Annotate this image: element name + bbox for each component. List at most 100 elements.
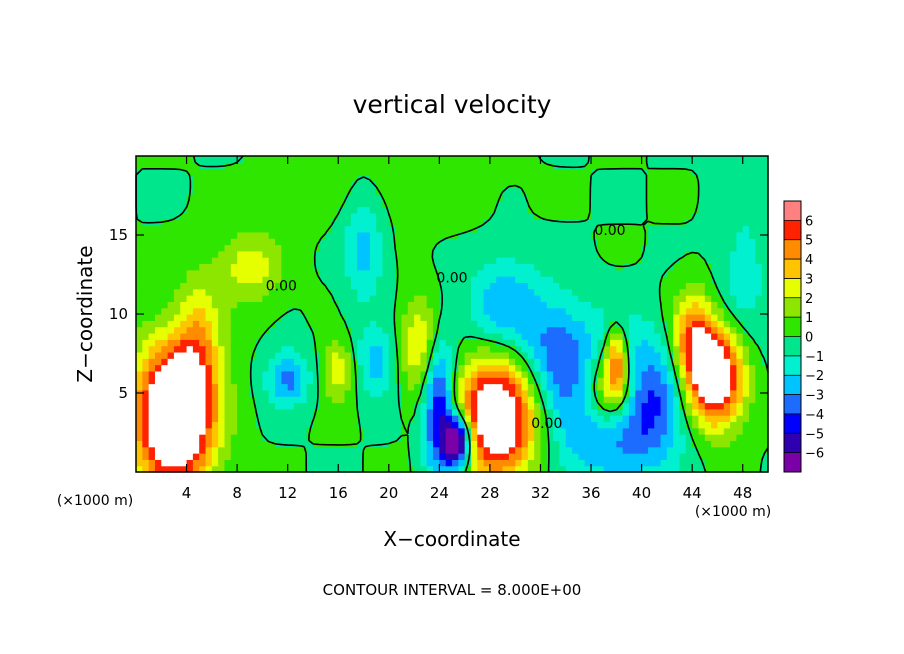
heatmap-cell <box>363 314 371 321</box>
heatmap-cell <box>363 219 371 227</box>
heatmap-cell <box>376 295 384 302</box>
heatmap-cell <box>230 307 238 315</box>
heatmap-cell <box>445 351 453 359</box>
heatmap-cell <box>312 301 320 309</box>
heatmap-cell <box>148 257 156 265</box>
heatmap-cell <box>584 200 592 208</box>
heatmap-cell <box>635 427 643 435</box>
heatmap-cell <box>673 187 681 195</box>
heatmap-cell <box>489 276 497 283</box>
heatmap-cell <box>559 332 567 340</box>
heatmap-cell <box>180 162 188 170</box>
heatmap-cell <box>723 307 731 315</box>
heatmap-cell <box>186 276 194 283</box>
heatmap-cell <box>496 200 504 208</box>
heatmap-cell <box>249 162 257 170</box>
heatmap-cell <box>673 162 681 170</box>
heatmap-cell <box>749 206 756 214</box>
heatmap-cell <box>622 257 630 265</box>
heatmap-cell <box>426 383 434 391</box>
heatmap-cell <box>540 301 548 309</box>
heatmap-cell <box>749 351 756 359</box>
heatmap-cell <box>749 168 756 176</box>
heatmap-cell <box>717 276 725 283</box>
heatmap-cell <box>407 370 415 378</box>
heatmap-cell <box>578 364 586 372</box>
heatmap-cell <box>635 345 643 353</box>
heatmap-cell <box>331 402 339 410</box>
heatmap-cell <box>591 156 598 163</box>
heatmap-cell <box>610 238 617 246</box>
heatmap-cell <box>433 408 440 416</box>
heatmap-cell <box>597 314 605 321</box>
heatmap-cell <box>363 193 371 201</box>
heatmap-cell <box>515 326 523 334</box>
heatmap-cell <box>591 427 598 435</box>
heatmap-cell <box>338 351 346 359</box>
heatmap-cell <box>306 269 314 277</box>
heatmap-cell <box>717 415 725 423</box>
heatmap-cell <box>704 377 712 385</box>
heatmap-cell <box>395 427 403 435</box>
heatmap-cell <box>647 446 655 454</box>
heatmap-cell <box>553 282 561 290</box>
heatmap-cell <box>647 244 655 252</box>
heatmap-cell <box>736 238 744 246</box>
heatmap-cell <box>142 231 150 239</box>
heatmap-cell <box>426 168 434 176</box>
heatmap-cell <box>553 257 561 265</box>
heatmap-cell <box>306 168 314 176</box>
heatmap-cell <box>154 238 162 246</box>
heatmap-cell <box>508 314 516 321</box>
heatmap-cell <box>749 345 756 353</box>
heatmap-cell <box>622 219 630 227</box>
heatmap-cell <box>483 427 491 435</box>
heatmap-cell <box>294 156 301 163</box>
heatmap-cell <box>287 345 295 353</box>
heatmap-cell <box>407 320 415 328</box>
heatmap-cell <box>641 219 649 227</box>
heatmap-cell <box>148 181 156 189</box>
heatmap-cell <box>420 383 428 391</box>
heatmap-cell <box>622 440 630 448</box>
heatmap-cell <box>654 339 662 347</box>
heatmap-cell <box>673 219 681 227</box>
heatmap-cell <box>489 339 497 347</box>
heatmap-cell <box>445 415 453 423</box>
heatmap-cell <box>211 427 219 435</box>
heatmap-cell <box>262 301 270 309</box>
heatmap-cell <box>388 415 396 423</box>
heatmap-cell <box>439 358 447 366</box>
heatmap-cell <box>192 231 200 239</box>
heatmap-cell <box>496 288 504 296</box>
heatmap-cell <box>572 162 579 170</box>
heatmap-cell <box>666 295 674 302</box>
heatmap-cell <box>173 351 181 359</box>
heatmap-cell <box>673 156 681 163</box>
heatmap-cell <box>395 314 403 321</box>
heatmap-cell <box>230 377 238 385</box>
heatmap-cell <box>148 370 156 378</box>
heatmap-cell <box>401 408 409 416</box>
heatmap-cell <box>192 396 200 404</box>
heatmap-cell <box>439 200 447 208</box>
heatmap-cell <box>584 276 592 283</box>
heatmap-cell <box>294 314 301 321</box>
heatmap-cell <box>717 282 725 290</box>
heatmap-cell <box>711 307 719 315</box>
heatmap-cell <box>749 446 756 454</box>
heatmap-cell <box>692 440 700 448</box>
heatmap-cell <box>275 244 282 252</box>
heatmap-cell <box>338 459 346 467</box>
heatmap-cell <box>382 156 390 163</box>
heatmap-cell <box>192 244 200 252</box>
heatmap-cell <box>331 421 339 429</box>
heatmap-cell <box>470 181 478 189</box>
heatmap-cell <box>742 257 750 265</box>
heatmap-cell <box>755 358 763 366</box>
heatmap-cell <box>565 250 573 258</box>
heatmap-cell <box>249 206 257 214</box>
heatmap-cell <box>256 219 263 227</box>
heatmap-cell <box>376 440 384 448</box>
heatmap-cell <box>679 465 687 473</box>
